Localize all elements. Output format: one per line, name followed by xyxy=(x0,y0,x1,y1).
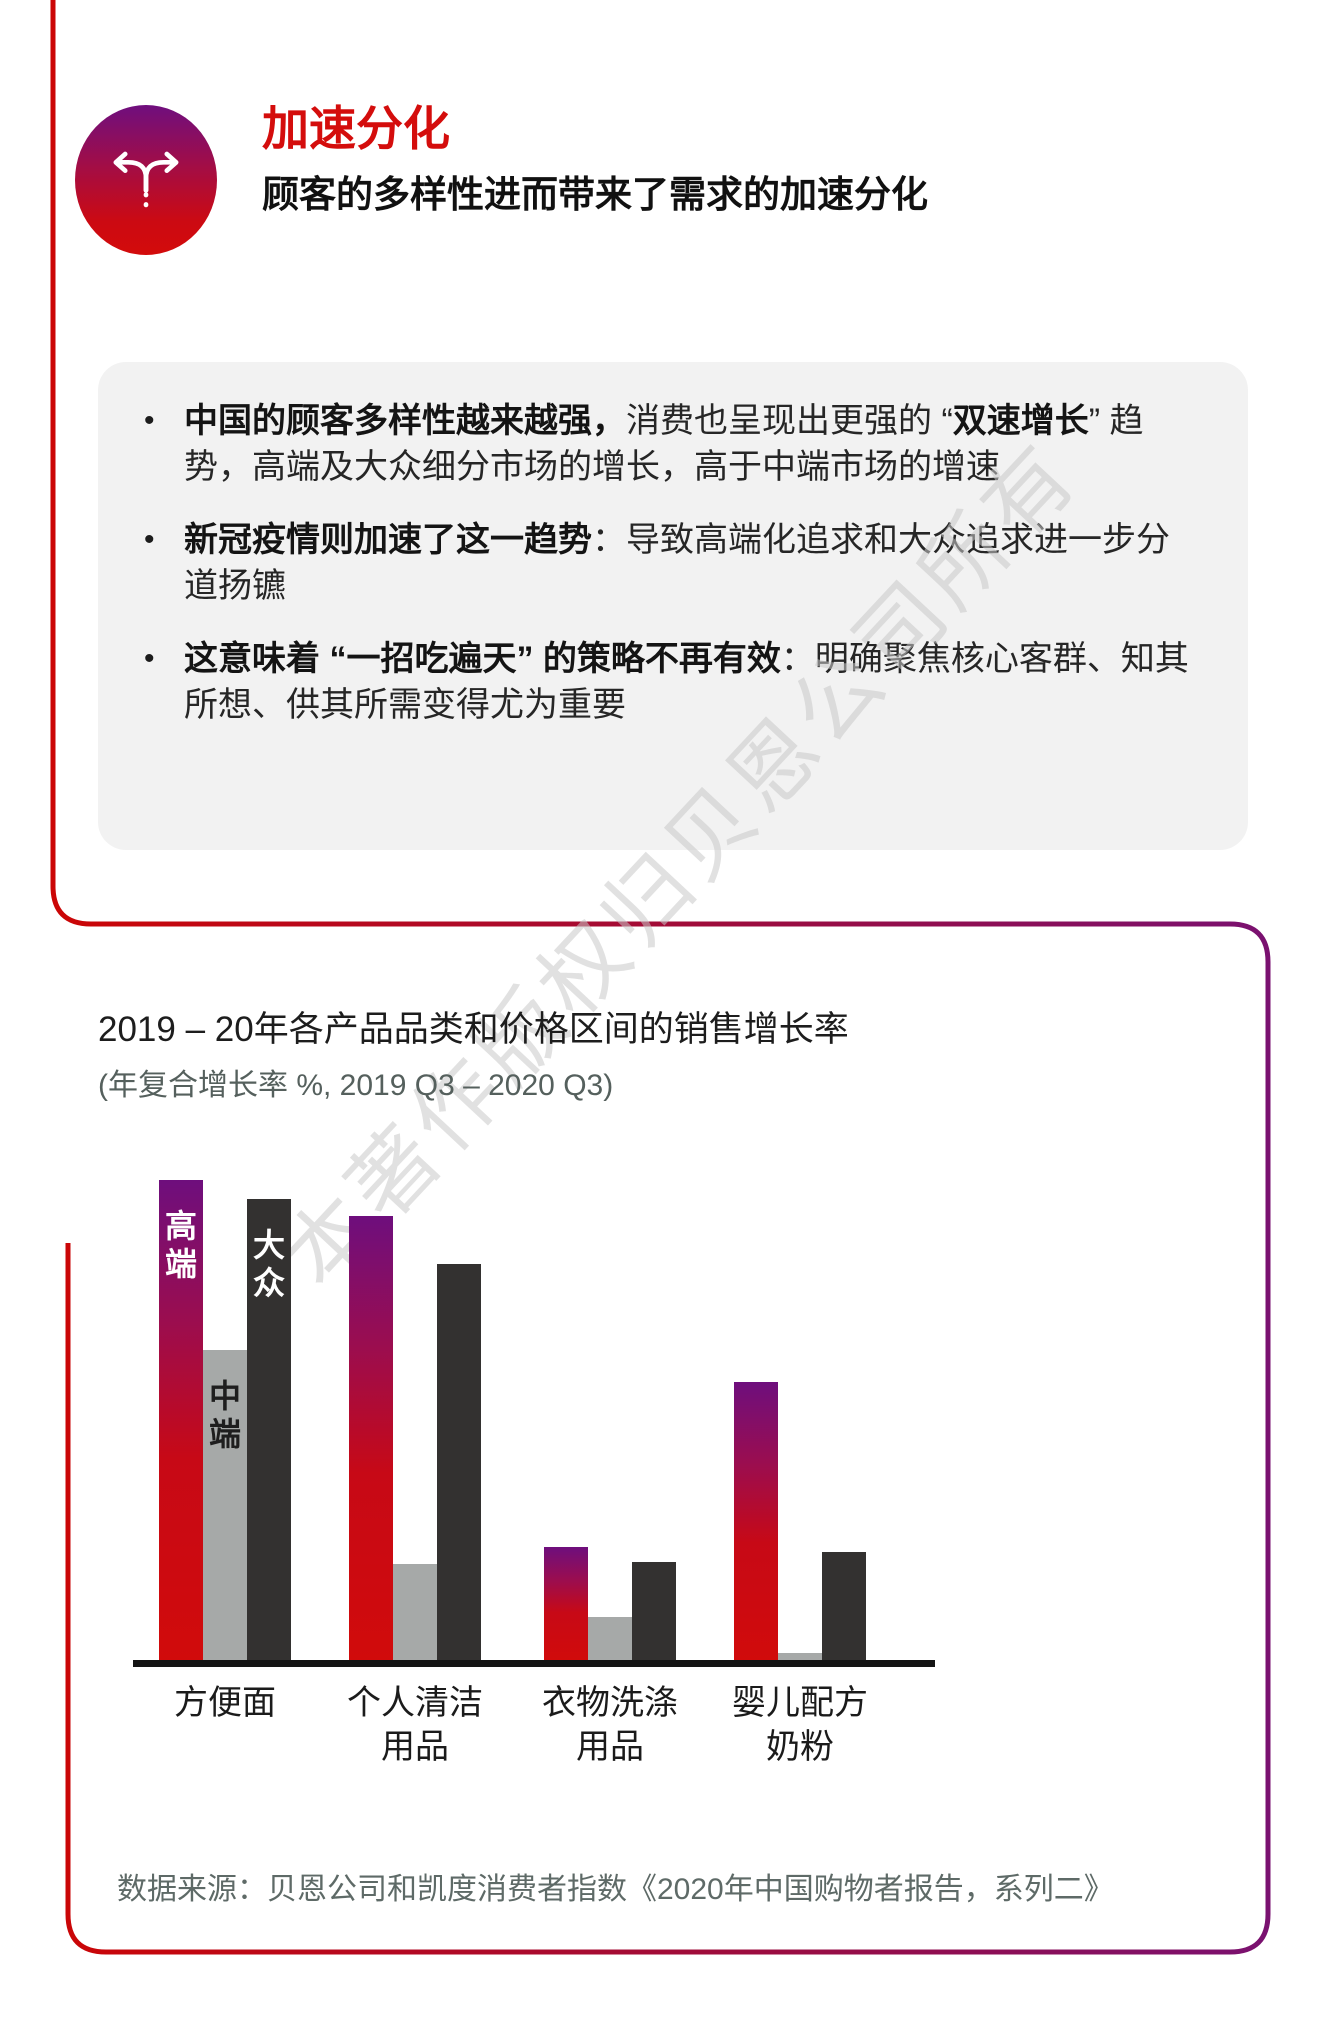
bullet-text: 中国的顾客多样性越来越强，消费也呈现出更强的 “双速增长” 趋势，高端及大众细分… xyxy=(184,402,1144,486)
page-title: 加速分化 xyxy=(262,102,450,155)
bar-group-3 xyxy=(544,1180,676,1660)
bar-大众-个人清洁用品 xyxy=(437,1264,481,1660)
bar-group-2 xyxy=(349,1180,481,1660)
bullet-marker: • xyxy=(144,404,155,437)
chart-plot-area: 高端中端 大众 xyxy=(133,1180,935,1660)
bar-group-4 xyxy=(734,1180,866,1660)
category-label-1: 方便面 xyxy=(174,1684,276,1722)
bar-高端-个人清洁用品 xyxy=(349,1216,393,1660)
key-points-panel: • 中国的顾客多样性越来越强，消费也呈现出更强的 “双速增长” 趋势，高端及大众细… xyxy=(98,362,1248,850)
bullet-marker: • xyxy=(144,523,155,556)
bar-高端-衣物洗涤用品 xyxy=(544,1547,588,1660)
bullet-item-2: • 新冠疫情则加速了这一趋势：导致高端化追求和大众追求进一步分道扬镳 xyxy=(144,517,1202,609)
diverging-arrows-icon xyxy=(75,105,217,255)
series-label-高端: 高端 xyxy=(164,1208,197,1282)
data-source-note: 数据来源：贝恩公司和凯度消费者指数《2020年中国购物者报告，系列二》 xyxy=(117,1873,1114,1906)
chart-subtitle: (年复合增长率 %, 2019 Q3 – 2020 Q3) xyxy=(98,1069,614,1102)
bar-中端-方便面: 中端 xyxy=(203,1350,247,1660)
series-label-中端: 中端 xyxy=(208,1378,241,1452)
bar-高端-方便面: 高端 xyxy=(159,1180,203,1660)
diverging-arrows-glyph xyxy=(113,151,179,216)
chart-title: 2019 – 20年各产品品类和价格区间的销售增长率 xyxy=(98,1010,849,1049)
bar-中端-衣物洗涤用品 xyxy=(588,1617,632,1660)
bar-大众-方便面: 大众 xyxy=(247,1199,291,1660)
bullet-marker: • xyxy=(144,642,155,675)
series-label-大众: 大众 xyxy=(252,1227,285,1301)
x-axis-line xyxy=(133,1660,935,1667)
grouped-bar-chart: 高端中端 大众 方便面 个人清洁 用品 衣物洗涤 用品 婴儿配方 奶粉 xyxy=(133,1180,935,1800)
bar-高端-婴儿配方奶粉 xyxy=(734,1382,778,1660)
bar-group-1: 高端中端 大众 xyxy=(159,1180,291,1660)
bullet-item-3: • 这意味着 “一招吃遍天” 的策略不再有效：明确聚焦核心客群、知其所想、供其所需… xyxy=(144,636,1202,728)
category-label-2: 个人清洁 用品 xyxy=(347,1684,483,1766)
bar-大众-衣物洗涤用品 xyxy=(632,1562,676,1660)
bullet-item-1: • 中国的顾客多样性越来越强，消费也呈现出更强的 “双速增长” 趋势，高端及大众细… xyxy=(144,398,1202,490)
bullet-text: 新冠疫情则加速了这一趋势：导致高端化追求和大众追求进一步分道扬镳 xyxy=(184,521,1170,605)
category-label-3: 衣物洗涤 用品 xyxy=(542,1684,678,1766)
bullet-text: 这意味着 “一招吃遍天” 的策略不再有效：明确聚焦核心客群、知其所想、供其所需变… xyxy=(184,640,1189,724)
category-label-4: 婴儿配方 奶粉 xyxy=(732,1684,868,1766)
page-subtitle: 顾客的多样性进而带来了需求的加速分化 xyxy=(262,173,928,215)
bar-中端-个人清洁用品 xyxy=(393,1564,437,1660)
bar-中端-婴儿配方奶粉 xyxy=(778,1653,822,1660)
page-header: 加速分化 顾客的多样性进而带来了需求的加速分化 xyxy=(262,103,928,219)
bar-大众-婴儿配方奶粉 xyxy=(822,1552,866,1660)
